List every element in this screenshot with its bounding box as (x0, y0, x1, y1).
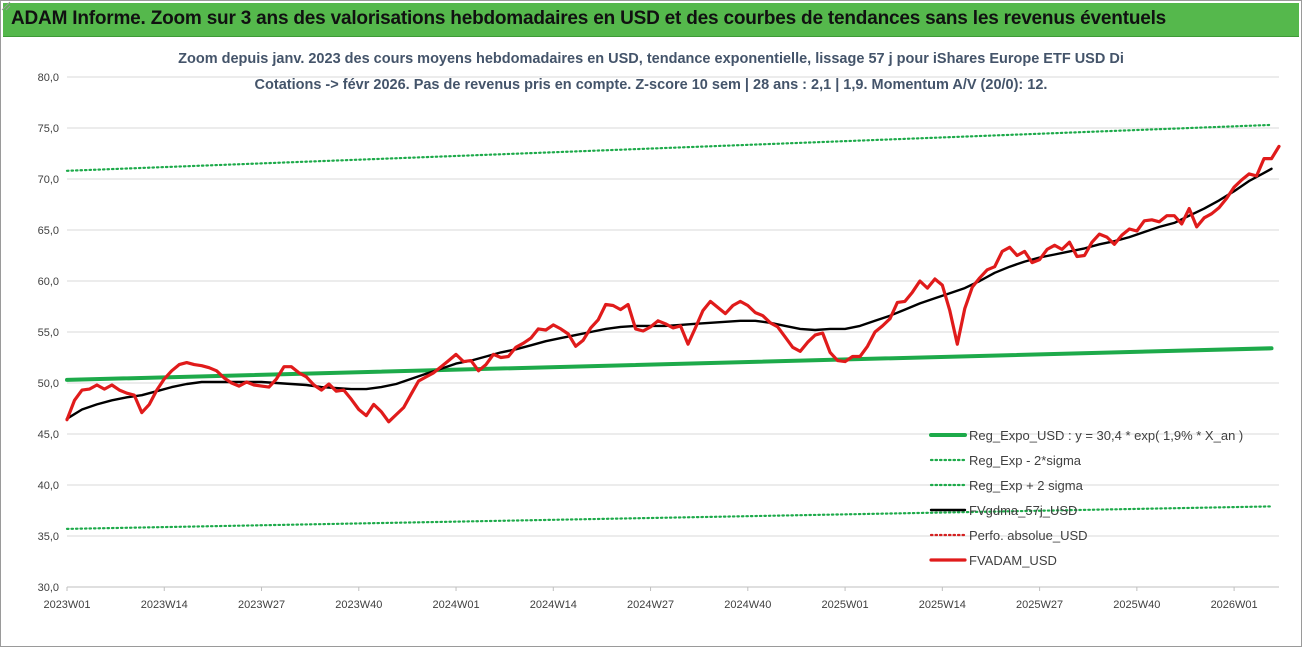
y-tick-label: 55,0 (38, 327, 59, 339)
legend-label: Reg_Expo_USD : y = 30,4 * exp( 1,9% * X_… (969, 428, 1243, 443)
y-tick-label: 50,0 (38, 378, 59, 390)
x-tick-label: 2025W14 (919, 599, 966, 611)
legend-label: Reg_Exp - 2*sigma (969, 453, 1082, 468)
title-banner: ADAM Informe. Zoom sur 3 ans des valoris… (3, 3, 1299, 37)
chart-title-line1: Zoom depuis janv. 2023 des cours moyens … (178, 51, 1124, 67)
legend-label: FVADAM_USD (969, 553, 1057, 568)
legend-label: FVgdma_57j_USD (969, 503, 1077, 518)
series-line-5 (65, 144, 1281, 424)
y-tick-label: 45,0 (38, 429, 59, 441)
y-tick-label: 40,0 (38, 480, 59, 492)
x-tick-label: 2025W01 (822, 599, 869, 611)
plot-svg: 80,0 75,0 70,0 65,0 60,0 55,0 50,0 45,0 40,0 35,0… (38, 72, 1281, 611)
y-tick-label: 65,0 (38, 225, 59, 237)
y-tick-label: 70,0 (38, 174, 59, 186)
x-tick-label: 2023W01 (43, 599, 90, 611)
series-line-3 (65, 167, 1273, 420)
banner-title: ADAM Informe. Zoom sur 3 ans des valoris… (11, 8, 1167, 29)
y-tick-label: 35,0 (38, 531, 59, 543)
chart-title-line2: Cotations -> févr 2026. Pas de revenus p… (254, 77, 1048, 93)
x-tick-label: 2023W14 (141, 599, 188, 611)
x-tick-label: 2024W40 (724, 599, 771, 611)
y-tick-label: 80,0 (38, 72, 59, 84)
x-tick-label: 2025W40 (1113, 599, 1160, 611)
x-tick-label: 2024W14 (530, 599, 577, 611)
x-tick-label: 2023W40 (335, 599, 382, 611)
legend-label: Perfo. absolue_USD (969, 528, 1088, 543)
y-tick-label: 75,0 (38, 123, 59, 135)
x-tick-label: 2023W27 (238, 599, 285, 611)
x-tick-label: 2024W01 (432, 599, 479, 611)
series-line-1 (65, 505, 1273, 530)
chart-area[interactable]: Zoom depuis janv. 2023 des cours moyens … (3, 37, 1299, 644)
x-tick-label: 2026W01 (1211, 599, 1258, 611)
y-tick-label: 30,0 (38, 582, 59, 594)
legend-label: Reg_Exp + 2 sigma (969, 478, 1084, 493)
series-line-2 (65, 123, 1273, 172)
resize-grip-icon[interactable] (1, 1, 11, 11)
x-tick-label: 2024W27 (627, 599, 674, 611)
series-line-0 (65, 346, 1274, 382)
y-tick-label: 60,0 (38, 276, 59, 288)
x-tick-label: 2025W27 (1016, 599, 1063, 611)
